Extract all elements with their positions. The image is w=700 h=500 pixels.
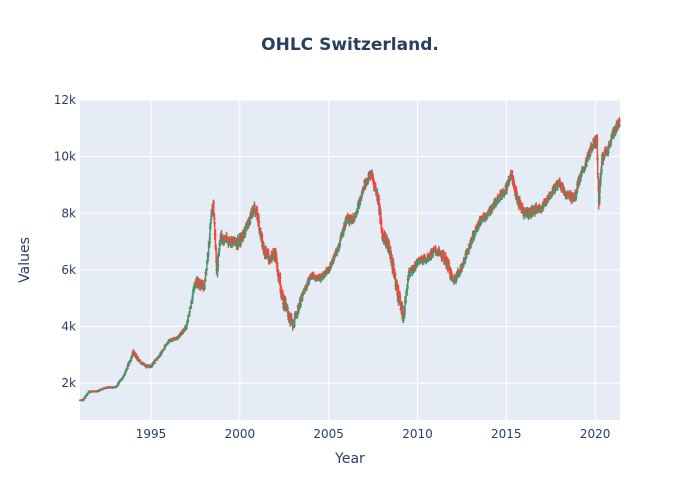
x-axis-title: Year: [334, 451, 365, 467]
y-tick-label: 6k: [61, 263, 76, 277]
x-tick-label: 2000: [225, 427, 256, 441]
y-tick-label: 12k: [54, 93, 76, 107]
y-tick-label: 2k: [61, 376, 76, 390]
x-tick-label: 2010: [402, 427, 433, 441]
y-tick-label: 10k: [54, 150, 76, 164]
ohlc-bars: [78, 116, 622, 402]
x-tick-label: 2015: [491, 427, 522, 441]
x-tick-label: 2005: [313, 427, 344, 441]
plot-background: [80, 100, 620, 420]
y-tick-label: 4k: [61, 320, 76, 334]
x-tick-label: 2020: [580, 427, 611, 441]
y-tick-label: 8k: [61, 206, 76, 220]
x-tick-label: 1995: [136, 427, 167, 441]
chart-title: OHLC Switzerland.: [261, 35, 439, 55]
y-axis-title: Values: [17, 237, 33, 283]
